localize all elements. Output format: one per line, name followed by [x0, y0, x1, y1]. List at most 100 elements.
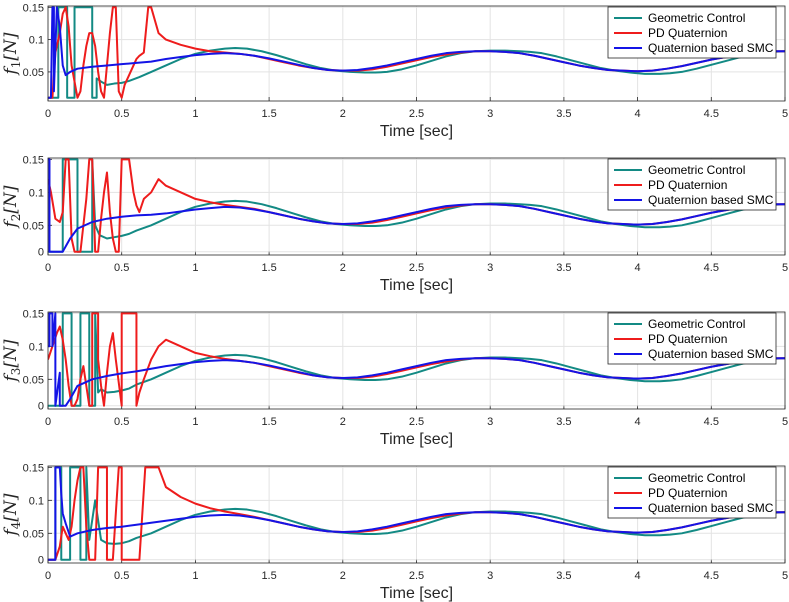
y-tick-label: 0.05: [23, 374, 44, 386]
x-tick-label: 3: [487, 262, 493, 274]
series-group: [48, 312, 785, 407]
x-tick-label: 1: [192, 570, 198, 582]
x-tick-label: 1.5: [261, 262, 276, 274]
x-axis-label: Time [sec]: [380, 123, 453, 140]
legend-label: Geometric Control: [648, 11, 745, 25]
x-tick-label: 3: [487, 108, 493, 120]
x-tick-label: 0.5: [114, 108, 129, 120]
x-tick-label: 3.5: [556, 262, 571, 274]
x-tick-label: 1.5: [261, 108, 276, 120]
series-group: [48, 466, 785, 561]
x-tick-label: 3.5: [556, 108, 571, 120]
axes-box: [47, 311, 786, 410]
y-tick-label: 0.05: [23, 67, 44, 79]
x-tick-label: 5: [782, 262, 788, 274]
subplot-4: 0 0.5 1 1.5 2 2.5 3 3.5 4 4.5 5 0 0.05 0.1 0.15 Time [s…: [1, 462, 788, 602]
x-tick-label: 3: [487, 570, 493, 582]
subplot-3: 0 0.5 1 1.5 2 2.5 3 3.5 4 4.5 5 0 0.05 0.1 0.15 Time [s…: [1, 308, 788, 448]
x-tick-label: 0: [45, 108, 51, 120]
axes-box: [47, 157, 786, 256]
x-tick-label: 1.5: [261, 416, 276, 428]
series-line-quaternion-based-smc: [48, 312, 785, 407]
y-axis-label: f2[N]: [1, 185, 23, 229]
y-tick-label: 0.15: [23, 2, 44, 14]
legend-label: Quaternion based SMC: [648, 347, 774, 361]
x-tick-label: 4.5: [704, 416, 719, 428]
x-tick-label: 4: [635, 416, 641, 428]
x-tick-label: 4: [635, 570, 641, 582]
legend-label: Quaternion based SMC: [648, 501, 774, 515]
x-tick-label: 5: [782, 416, 788, 428]
y-tick-label: 0: [38, 555, 44, 567]
legend-label: PD Quaternion: [648, 332, 727, 346]
series-line-geometric-control: [48, 6, 785, 99]
x-tick-label: 1: [192, 108, 198, 120]
x-tick-label: 0: [45, 416, 51, 428]
x-axis-label: Time [sec]: [380, 585, 453, 602]
subplot-2: 0 0.5 1 1.5 2 2.5 3 3.5 4 4.5 5 0 0.05 0.1 0.15 Time [s…: [1, 154, 788, 294]
axes-box: [47, 5, 786, 102]
x-axis-label: Time [sec]: [380, 431, 453, 448]
series-group: [48, 6, 785, 99]
series-group: [48, 158, 785, 253]
x-tick-label: 4: [635, 108, 641, 120]
x-tick-label: 0: [45, 570, 51, 582]
series-line-quaternion-based-smc: [48, 6, 785, 99]
x-tick-label: 3: [487, 416, 493, 428]
x-tick-label: 2.5: [409, 262, 424, 274]
y-tick-label: 0.1: [29, 495, 44, 507]
x-tick-label: 4: [635, 262, 641, 274]
x-tick-label: 0: [45, 262, 51, 274]
y-tick-label: 0.05: [23, 528, 44, 540]
y-tick-label: 0.15: [23, 308, 44, 320]
y-tick-label: 0.1: [29, 341, 44, 353]
y-axis-label: f1[N]: [1, 32, 23, 76]
x-tick-label: 4.5: [704, 262, 719, 274]
y-tick-label: 0.15: [23, 154, 44, 166]
x-tick-label: 4.5: [704, 108, 719, 120]
x-axis-label: Time [sec]: [380, 277, 453, 294]
legend-box: [607, 6, 777, 59]
y-tick-label: 0: [38, 401, 44, 413]
x-tick-label: 2: [340, 262, 346, 274]
legend-label: Geometric Control: [648, 317, 745, 331]
x-tick-label: 1: [192, 416, 198, 428]
legend-label: Quaternion based SMC: [648, 41, 774, 55]
x-tick-label: 2: [340, 570, 346, 582]
legend-label: Quaternion based SMC: [648, 193, 774, 207]
subplot-1: 0 0.5 1 1.5 2 2.5 3 3.5 4 4.5 5 0.05 0.1 0.15 Time [se…: [1, 2, 788, 140]
legend-label: Geometric Control: [648, 163, 745, 177]
x-tick-label: 2.5: [409, 416, 424, 428]
legend-label: PD Quaternion: [648, 486, 727, 500]
y-tick-label: 0: [38, 247, 44, 259]
series-line-quaternion-based-smc: [48, 158, 785, 253]
y-tick-label: 0.15: [23, 462, 44, 474]
x-tick-label: 0.5: [114, 262, 129, 274]
y-axis-label: f3[N]: [1, 339, 23, 383]
y-tick-label: 0.1: [29, 187, 44, 199]
x-tick-label: 3.5: [556, 570, 571, 582]
legend-label: PD Quaternion: [648, 178, 727, 192]
x-tick-label: 4.5: [704, 570, 719, 582]
x-tick-label: 2: [340, 416, 346, 428]
y-tick-label: 0.05: [23, 220, 44, 232]
x-tick-label: 3.5: [556, 416, 571, 428]
x-tick-label: 2.5: [409, 570, 424, 582]
y-tick-label: 0.1: [29, 35, 44, 47]
x-tick-label: 5: [782, 108, 788, 120]
x-tick-label: 5: [782, 570, 788, 582]
x-tick-label: 2: [340, 108, 346, 120]
legend-label: Geometric Control: [648, 471, 745, 485]
x-tick-label: 0.5: [114, 416, 129, 428]
x-tick-label: 1: [192, 262, 198, 274]
legend-label: PD Quaternion: [648, 26, 727, 40]
x-tick-label: 0.5: [114, 570, 129, 582]
axes-box: [47, 465, 786, 564]
series-line-quaternion-based-smc: [48, 466, 785, 561]
y-axis-label: f4[N]: [1, 493, 23, 537]
x-tick-label: 2.5: [409, 108, 424, 120]
